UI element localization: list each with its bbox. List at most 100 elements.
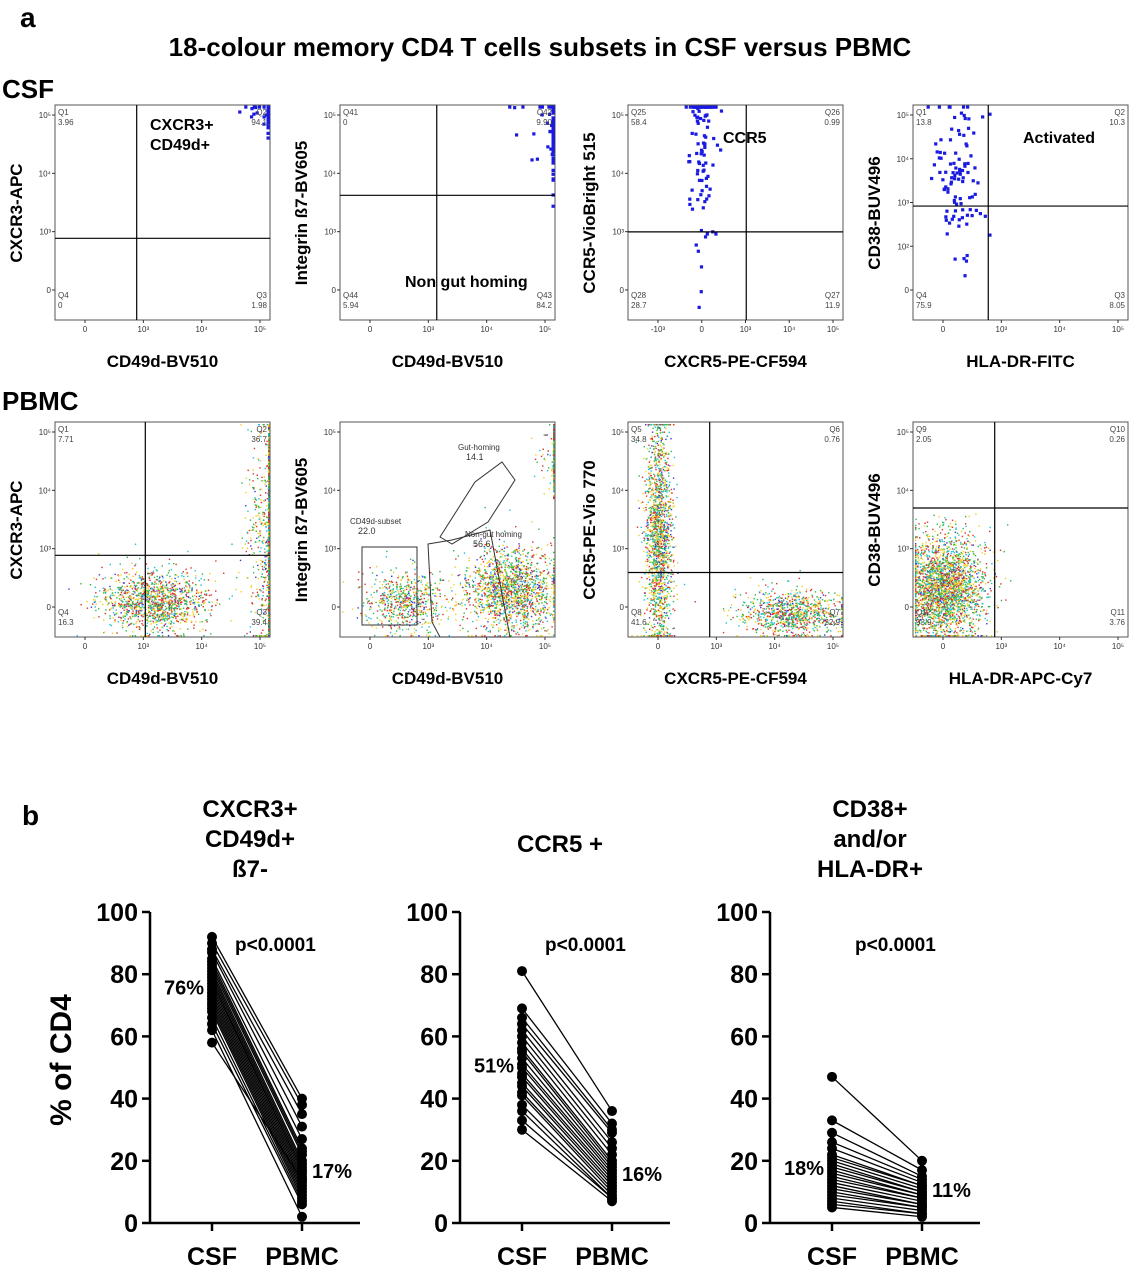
event-dot [532,625,534,628]
event-dot [493,599,495,601]
event-dot [163,609,165,612]
event-dot [392,589,394,591]
event-dot [139,612,141,614]
event-dot [505,591,507,594]
event-dot [146,632,148,635]
event-dot [268,490,270,492]
event-dot [141,584,144,586]
event-dot [179,608,181,610]
event-dot [106,596,108,598]
event-dot [268,608,270,610]
event-dot [268,598,270,600]
event-dot [516,601,518,604]
event-dot [528,578,531,580]
event-dot [447,618,449,620]
event-dot [148,620,150,623]
event-dot [381,610,383,612]
event-dot [149,605,151,607]
event-dot [441,605,443,608]
event-dot [425,584,427,586]
event-dot [486,604,489,607]
event-dot [532,579,535,581]
event-dot [946,187,950,191]
event-dot [498,569,501,571]
event-dot [479,556,481,559]
event-dot [397,622,399,624]
event-dot [523,611,525,614]
event-dot [119,589,121,591]
event-dot [413,578,416,581]
event-dot [142,578,145,580]
event-dot [240,591,243,593]
y-tick-label: 10⁴ [324,486,337,495]
event-dot [505,602,507,604]
event-dot [167,629,170,632]
event-dot [262,595,264,597]
event-dot [268,451,270,454]
event-dot [499,588,502,590]
event-dot [185,599,187,602]
event-dot [173,599,176,601]
event-dot [536,629,539,632]
events [926,105,992,278]
event-dot [412,613,415,615]
event-dot [264,556,266,558]
x-tick-label: 10⁴ [195,642,208,651]
event-dot [146,598,148,601]
event-dot [139,600,142,603]
event-dot [131,581,134,583]
event-dot [406,593,409,595]
event-dot [268,424,270,426]
event-dot [515,598,517,601]
event-dot [498,563,501,566]
event-dot [175,607,177,610]
event-dot [421,618,423,621]
event-dot [510,580,513,582]
event-dot [140,584,143,587]
event-dot [426,584,428,586]
event-dot [415,596,417,598]
facs-plot-5: 0 10³ 10⁴ 10⁵ 0 10³ 10⁴ 10⁵ Q1 7.71 Q2 36.7 Q4 16.3 Q3… [39,421,271,651]
event-dot [175,574,178,577]
event-dot [517,578,519,581]
event-dot [138,607,141,609]
event-dot [525,585,528,588]
event-dot [534,588,537,591]
event-dot [527,618,530,620]
event-dot [202,600,204,602]
event-dot [268,602,270,605]
event-dot [403,599,406,602]
event-dot [142,624,144,626]
event-dot [389,585,391,588]
event-dot [136,604,138,606]
event-dot [553,482,555,484]
event-dot [186,581,188,584]
event-dot [712,136,716,141]
event-dot [132,597,135,599]
event-dot [260,547,262,549]
event-dot [687,154,691,158]
event-dot [143,590,145,592]
event-dot [526,589,528,591]
event-dot [394,598,397,601]
event-dot [490,546,493,548]
x-tick-label: 0 [368,642,373,651]
event-dot [511,572,514,575]
event-dot [432,612,435,615]
event-dot [190,600,192,602]
event-dot [131,602,134,604]
event-dot [967,117,971,121]
x-tick-label: 0 [83,325,88,334]
event-dot [542,583,544,585]
event-dot [177,576,179,578]
event-dot [110,597,112,600]
y-tick-label: 0 [47,286,52,295]
event-dot [939,156,943,160]
event-dot [187,591,190,594]
event-dot [551,126,555,130]
event-dot [455,613,457,616]
event-dot [435,595,438,598]
event-dot [405,594,408,597]
event-dot [411,618,413,621]
event-dot [697,109,701,113]
